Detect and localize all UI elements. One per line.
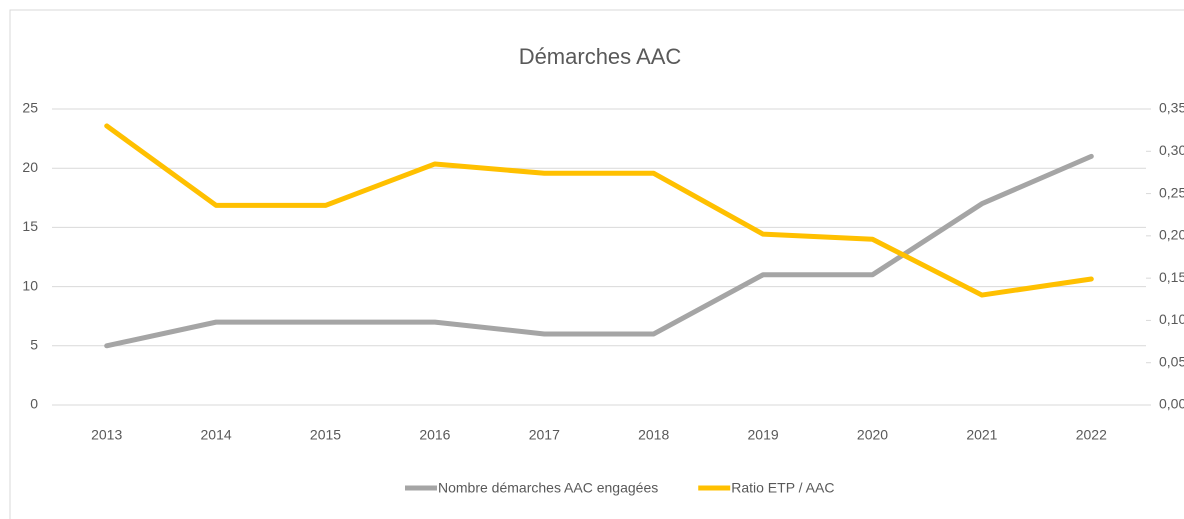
x-tick-label: 2019 (748, 427, 779, 443)
series-line (104, 123, 1094, 298)
x-tick-label: 2013 (91, 427, 122, 443)
y2-tick-label: 0,35 (1159, 100, 1184, 116)
y-tick-label: 20 (22, 159, 38, 175)
y2-tick-label: 0,05 (1159, 353, 1184, 369)
x-tick-label: 2017 (529, 427, 560, 443)
y-tick-label: 0 (30, 396, 38, 412)
y2-tick-label: 0,20 (1159, 227, 1184, 243)
chart-frame (9, 9, 1184, 519)
x-tick-label: 2020 (857, 427, 888, 443)
chart-title: Démarches AAC (519, 44, 682, 69)
y2-tick-label: 0,30 (1159, 142, 1184, 158)
y2-tick-label: 0,15 (1159, 269, 1184, 285)
y-tick-label: 15 (22, 218, 38, 234)
y2-tick-label: 0,10 (1159, 311, 1184, 327)
y-tick-label: 5 (30, 337, 38, 353)
series-line (104, 153, 1094, 349)
x-tick-label: 2018 (638, 427, 669, 443)
legend-label: Ratio ETP / AAC (731, 480, 834, 496)
x-tick-label: 2014 (201, 427, 232, 443)
y-tick-label: 25 (22, 100, 38, 116)
y2-tick-label: 0,00 (1159, 396, 1184, 412)
y-tick-label: 10 (22, 277, 38, 293)
x-tick-label: 2021 (966, 427, 997, 443)
x-tick-label: 2022 (1076, 427, 1107, 443)
y2-tick-label: 0,25 (1159, 184, 1184, 200)
legend-label: Nombre démarches AAC engagées (438, 480, 658, 496)
x-tick-label: 2015 (310, 427, 341, 443)
x-tick-label: 2016 (419, 427, 450, 443)
